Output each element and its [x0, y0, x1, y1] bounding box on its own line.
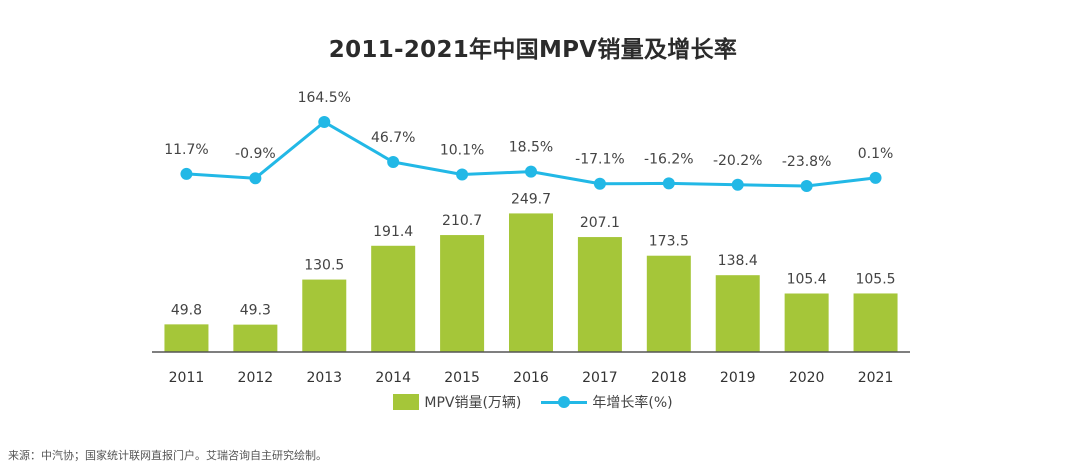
bar-2019	[715, 275, 760, 352]
growth-label-2018: -16.2%	[644, 151, 694, 167]
growth-point-2020	[800, 180, 813, 192]
growth-label-2020: -23.8%	[782, 154, 832, 170]
bar-2014	[371, 245, 416, 352]
x-tick-label-2015: 2015	[444, 370, 480, 386]
growth-point-2018	[662, 177, 675, 190]
growth-point-2016	[525, 165, 537, 178]
growth-label-2016: 18.5%	[509, 140, 553, 156]
growth-point-2011	[180, 167, 193, 180]
x-tick-label-2012: 2012	[238, 370, 274, 386]
growth-point-2014	[387, 156, 400, 169]
bar-label-2013: 130.5	[304, 258, 344, 274]
bar-2013	[302, 279, 347, 352]
legend-swatch-bar	[393, 394, 420, 410]
bar-label-2011: 49.8	[171, 302, 202, 318]
x-tick-label-2021: 2021	[858, 370, 894, 386]
bar-2012	[233, 324, 278, 352]
x-tick-label-2020: 2020	[789, 370, 825, 386]
bar-label-2015: 210.7	[442, 213, 482, 229]
bar-label-2017: 207.1	[580, 215, 620, 231]
growth-point-2017	[593, 177, 606, 190]
growth-label-2021: 0.1%	[858, 146, 894, 162]
x-tick-label-2016: 2016	[513, 370, 549, 386]
legend-label-growth: 年增长率(%)	[592, 395, 673, 411]
bar-label-2012: 49.3	[240, 303, 271, 319]
growth-point-2021	[869, 171, 882, 184]
growth-label-2017: -17.1%	[575, 152, 625, 168]
bar-label-2020: 105.4	[787, 272, 827, 288]
x-tick-label-2014: 2014	[375, 370, 411, 386]
growth-point-2013	[318, 116, 331, 128]
bar-label-2016: 249.7	[511, 191, 551, 207]
bar-2016	[509, 213, 553, 352]
source-note: 来源：中汽协；国家统计联网直报门户。艾瑞咨询自主研究绘制。	[8, 449, 327, 462]
bar-label-2021: 105.5	[855, 271, 895, 287]
growth-point-2015	[456, 168, 469, 181]
growth-label-2015: 10.1%	[440, 142, 484, 158]
x-tick-label-2013: 2013	[306, 370, 342, 386]
bar-label-2019: 138.4	[718, 253, 758, 269]
x-tick-label-2017: 2017	[582, 370, 618, 386]
bar-label-2018: 173.5	[649, 234, 689, 250]
chart-title: 2011-2021年中国MPV销量及增长率	[328, 37, 738, 63]
growth-label-2011: 11.7%	[164, 142, 208, 158]
x-tick-label-2019: 2019	[720, 370, 756, 386]
bar-2018	[646, 255, 691, 352]
x-tick-label-2018: 2018	[651, 370, 687, 386]
bar-2021	[853, 293, 898, 352]
bar-label-2014: 191.4	[373, 224, 413, 240]
legend-swatch-line	[541, 394, 588, 410]
chart-legend: MPV销量(万辆) 年增长率(%)	[0, 392, 1066, 412]
growth-point-2019	[731, 178, 744, 191]
bar-2017	[577, 237, 622, 352]
growth-label-2012: -0.9%	[235, 146, 276, 162]
x-tick-label-2011: 2011	[169, 370, 205, 386]
growth-point-2012	[249, 172, 262, 185]
bar-2020	[784, 293, 829, 352]
legend-item-sales: MPV销量(万辆)	[393, 392, 521, 412]
legend-item-growth: 年增长率(%)	[541, 392, 673, 412]
growth-label-2013: 164.5%	[298, 90, 351, 106]
growth-label-2014: 46.7%	[371, 130, 415, 146]
bar-2011	[164, 324, 209, 352]
growth-label-2019: -20.2%	[713, 153, 763, 169]
legend-label-sales: MPV销量(万辆)	[424, 395, 522, 411]
bar-2015	[440, 235, 485, 352]
